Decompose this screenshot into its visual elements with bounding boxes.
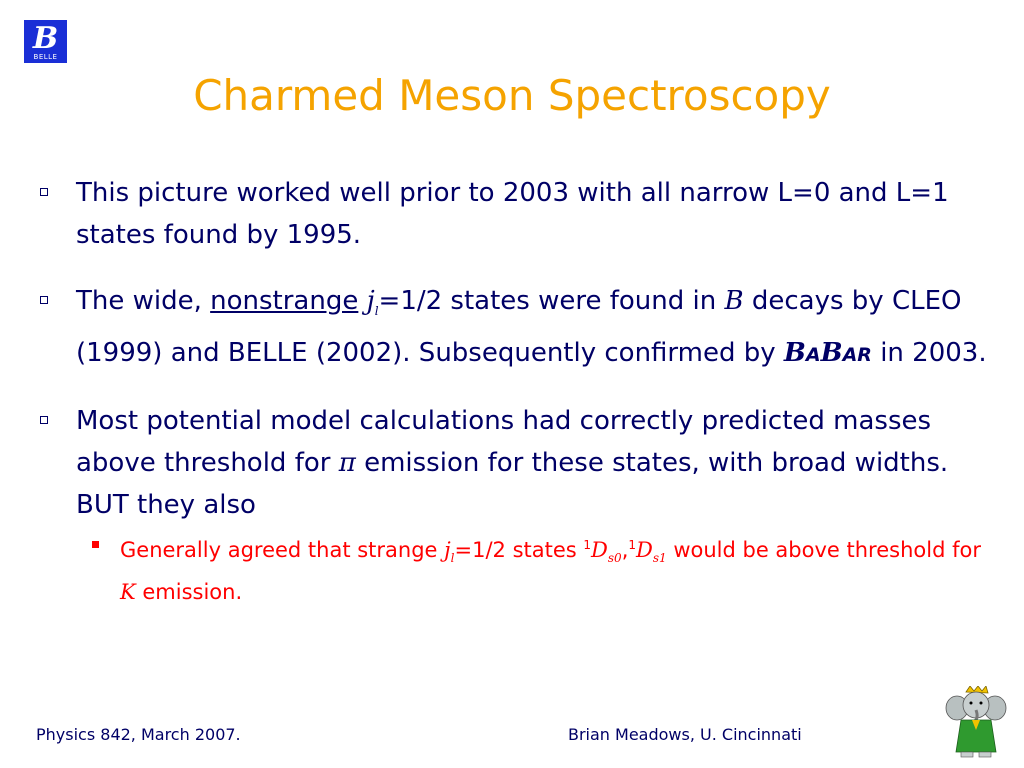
ds1-letter: D <box>636 538 653 563</box>
b-meson-symbol: B <box>724 286 744 316</box>
pi-symbol: π <box>338 448 356 479</box>
bullet-1: This picture worked well prior to 2003 w… <box>40 172 1000 256</box>
bullet-3-text-b: emission for these states, with broad wi… <box>76 448 949 521</box>
bullet-marker-icon <box>40 296 48 304</box>
bullet-2-text-a: The wide, <box>76 286 211 316</box>
sub-bullet-text-b: =1/2 states <box>454 538 584 563</box>
bullet-2-text-b: =1/2 states were found in <box>378 286 725 316</box>
bullet-3: Most potential model calculations had co… <box>40 400 1000 526</box>
ds1-subscript: s1 <box>652 551 667 566</box>
slide-title: Charmed Meson Spectroscopy <box>193 71 831 120</box>
nonstrange-term: nonstrange <box>210 286 359 316</box>
sub-bullet-marker-icon <box>92 541 99 549</box>
ds0-subscript: s0 <box>607 551 622 566</box>
bullet-2: The wide, nonstrange jl=1/2 states were … <box>40 280 1000 376</box>
bullet-marker-icon <box>40 416 48 425</box>
k-meson-symbol: K <box>120 580 136 605</box>
babar-b1: B <box>783 338 806 369</box>
j-letter: j <box>366 286 375 316</box>
ds0-letter: D <box>591 538 608 563</box>
bullet-3-text-a: Most potential model calculations had co… <box>76 406 932 479</box>
j-letter-sub: j <box>444 538 451 563</box>
bullet-1-text: This picture worked well prior to 2003 w… <box>76 178 949 250</box>
jl-symbol-sub: jl <box>444 538 455 566</box>
belle-logo-glyph: B <box>32 20 59 56</box>
ds-comma: , <box>621 538 629 563</box>
bullet-2-text-d: in 2003. <box>871 338 987 369</box>
bullet-2-text-c: decays by CLEO (1999) and BELLE (2002). … <box>76 286 962 369</box>
sub-bullet-text-d: emission. <box>135 580 243 605</box>
babar-logo-text: BABAR <box>784 338 872 368</box>
babar-b2: B <box>820 338 843 369</box>
footer-course: Physics 842, March 2007. <box>36 725 241 744</box>
l-subscript-sub: l <box>450 551 455 566</box>
bullet-marker-icon <box>40 188 48 196</box>
babar-a1: A <box>805 344 821 367</box>
babar-elephant-icon <box>945 686 1007 758</box>
babar-ar: AR <box>842 344 872 367</box>
l-subscript: l <box>374 304 379 319</box>
sub-bullet-text-a: Generally agreed that strange <box>120 538 445 563</box>
sub-bullet-1: Generally agreed that strange jl=1/2 sta… <box>40 528 1000 609</box>
footer-author: Brian Meadows, U. Cincinnati <box>568 725 802 744</box>
ds0-superscript: 1 <box>583 538 592 553</box>
jl-symbol: jl <box>366 286 379 319</box>
belle-logo-text: BELLE <box>33 52 58 61</box>
belle-logo-icon: B BELLE <box>24 20 67 63</box>
ds1-superscript: 1 <box>628 538 637 553</box>
sub-bullet-text-c: would be above threshold for <box>666 538 981 563</box>
slide-content: This picture worked well prior to 2003 w… <box>40 172 1000 609</box>
